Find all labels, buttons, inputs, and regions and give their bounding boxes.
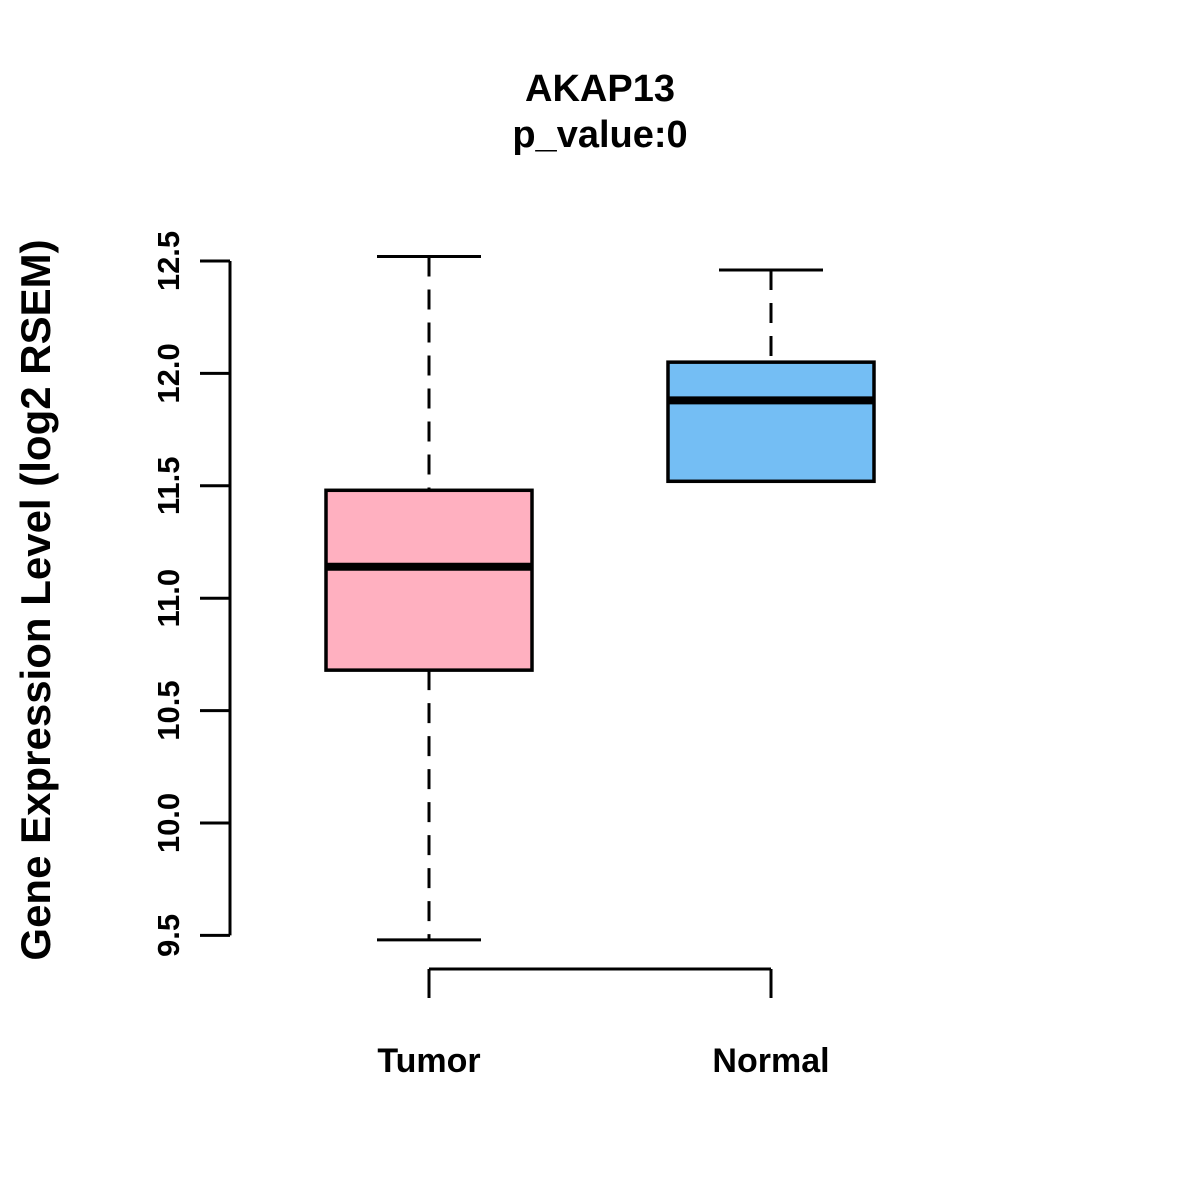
x-category-label: Tumor	[377, 1042, 480, 1080]
y-tick-label: 12.0	[151, 343, 186, 403]
x-category-label: Normal	[712, 1042, 829, 1080]
y-axis-label: Gene Expression Level (log2 RSEM)	[12, 239, 59, 961]
tumor-box	[324, 488, 534, 672]
normal-box	[666, 360, 876, 484]
y-tick-label: 10.5	[151, 680, 186, 740]
chart-title: AKAP13	[525, 68, 675, 110]
chart-subtitle: p_value:0	[512, 114, 688, 156]
y-tick-label: 12.5	[151, 231, 186, 291]
y-tick-label: 11.0	[151, 569, 186, 628]
chart-title-block: AKAP13 p_value:0	[512, 66, 687, 158]
y-tick-label: 11.5	[151, 456, 186, 515]
y-tick-label: 9.5	[151, 914, 186, 957]
y-tick-label: 10.0	[151, 793, 186, 853]
